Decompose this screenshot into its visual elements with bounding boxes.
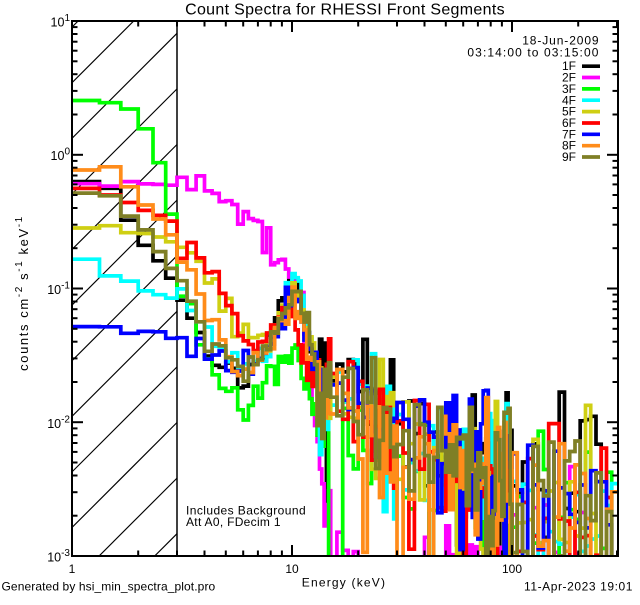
- svg-text:11-Apr-2023 19:01: 11-Apr-2023 19:01: [524, 580, 633, 594]
- svg-text:1: 1: [69, 562, 76, 576]
- svg-text:Generated by hsi_min_spectra_p: Generated by hsi_min_spectra_plot.pro: [2, 580, 216, 594]
- svg-text:10-2: 10-2: [47, 414, 70, 431]
- svg-text:100: 100: [502, 562, 522, 576]
- svg-text:3F: 3F: [562, 82, 576, 96]
- svg-text:03:14:00 to 03:15:00: 03:14:00 to 03:15:00: [467, 46, 599, 60]
- svg-text:100: 100: [51, 147, 71, 164]
- svg-text:5F: 5F: [562, 105, 576, 119]
- svg-text:Att A0, FDecim 1: Att A0, FDecim 1: [186, 515, 281, 529]
- svg-text:Energy (keV): Energy (keV): [302, 576, 386, 590]
- svg-text:101: 101: [51, 13, 71, 30]
- svg-text:10: 10: [285, 562, 299, 576]
- svg-text:1F: 1F: [562, 59, 576, 73]
- svg-text:Includes Background: Includes Background: [186, 504, 306, 518]
- svg-text:8F: 8F: [562, 139, 576, 153]
- svg-text:10-3: 10-3: [47, 548, 70, 565]
- svg-text:6F: 6F: [562, 116, 576, 130]
- svg-text:Count Spectra for RHESSI Front: Count Spectra for RHESSI Front Segments: [185, 2, 505, 19]
- svg-text:10-1: 10-1: [47, 281, 70, 298]
- svg-text:counts cm-2 s-1 keV-1: counts cm-2 s-1 keV-1: [14, 215, 31, 371]
- svg-text:9F: 9F: [562, 150, 576, 164]
- svg-text:4F: 4F: [562, 93, 576, 107]
- svg-text:18-Jun-2009: 18-Jun-2009: [522, 34, 599, 48]
- svg-text:2F: 2F: [562, 71, 576, 85]
- svg-text:7F: 7F: [562, 127, 576, 141]
